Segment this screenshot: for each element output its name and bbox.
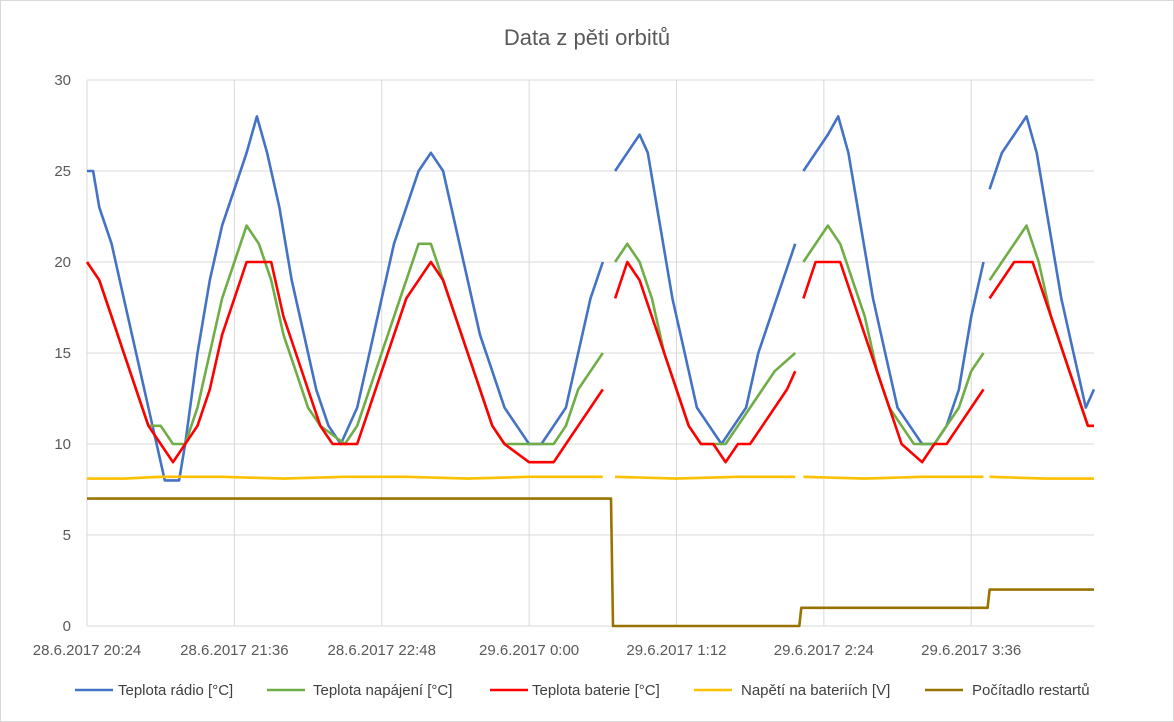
- y-tick-label: 0: [63, 618, 71, 635]
- legend-label: Napětí na bateriích [V]: [741, 682, 890, 699]
- x-tick-label: 29.6.2017 1:12: [626, 642, 726, 659]
- legend-label: Počítadlo restartů: [972, 682, 1090, 699]
- series-line: [613, 260, 797, 464]
- legend-label: Teplota napájení [°C]: [313, 682, 452, 699]
- series-line: [87, 497, 1094, 628]
- series-line: [614, 133, 797, 446]
- series-line: [803, 475, 984, 480]
- x-tick-label: 28.6.2017 22:48: [328, 642, 436, 659]
- y-tick-label: 15: [54, 345, 71, 362]
- y-gridlines: [87, 79, 1094, 627]
- series-line: [988, 260, 1094, 428]
- series-line: [615, 475, 796, 480]
- series-line: [802, 224, 985, 446]
- series-line: [989, 475, 1094, 480]
- y-tick-label: 30: [54, 72, 71, 89]
- legend-label: Teplota baterie [°C]: [532, 682, 660, 699]
- x-tick-label: 28.6.2017 20:24: [33, 642, 141, 659]
- x-tick-label: 29.6.2017 0:00: [479, 642, 579, 659]
- series-line: [85, 260, 604, 464]
- series-lines: [85, 115, 1096, 628]
- series-3: [87, 475, 1094, 480]
- series-line: [614, 242, 797, 446]
- series-2: [85, 260, 1094, 464]
- x-gridlines: [86, 80, 972, 626]
- series-line: [87, 475, 603, 480]
- series-1: [85, 224, 1094, 446]
- x-tick-label: 28.6.2017 21:36: [180, 642, 288, 659]
- series-line: [87, 115, 605, 482]
- series-4: [87, 497, 1094, 628]
- series-line: [802, 115, 985, 446]
- x-tick-label: 29.6.2017 3:36: [921, 642, 1021, 659]
- series-line: [85, 224, 604, 446]
- series-line: [802, 260, 985, 464]
- legend-label: Teplota rádio [°C]: [118, 682, 233, 699]
- y-tick-label: 25: [54, 163, 71, 180]
- y-tick-label: 5: [63, 527, 71, 544]
- series-0: [87, 115, 1096, 482]
- chart-title: Data z pěti orbitů: [504, 25, 670, 50]
- y-axis-labels: 0 5 10 15 20 25 30: [54, 72, 71, 635]
- y-tick-label: 20: [54, 254, 71, 271]
- y-tick-label: 10: [54, 436, 71, 453]
- x-tick-label: 29.6.2017 2:24: [774, 642, 874, 659]
- x-axis-labels: 28.6.2017 20:24 28.6.2017 21:36 28.6.2017 …: [33, 642, 1021, 659]
- legend: Teplota rádio [°C] Teplota napájení [°C] T…: [75, 682, 1090, 699]
- series-line: [988, 115, 1096, 409]
